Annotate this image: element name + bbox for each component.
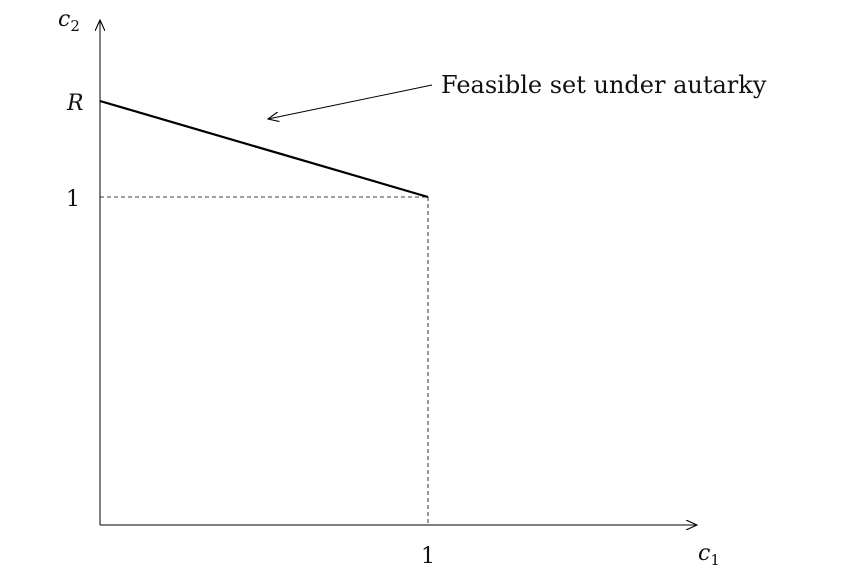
y-tick-R: R (66, 91, 84, 116)
y-axis-subscript: 2 (70, 17, 80, 35)
feasible-set-line (99, 99, 429, 199)
x-axis-subscript: 1 (710, 551, 720, 569)
x-tick-1: 1 (421, 544, 435, 569)
y-axis-label: c2 (58, 7, 80, 35)
x-axis-label: c1 (698, 541, 720, 569)
annotation-label: Feasible set under autarky (441, 71, 767, 99)
annotation-arrow (268, 84, 433, 119)
y-tick-1: 1 (66, 187, 80, 212)
